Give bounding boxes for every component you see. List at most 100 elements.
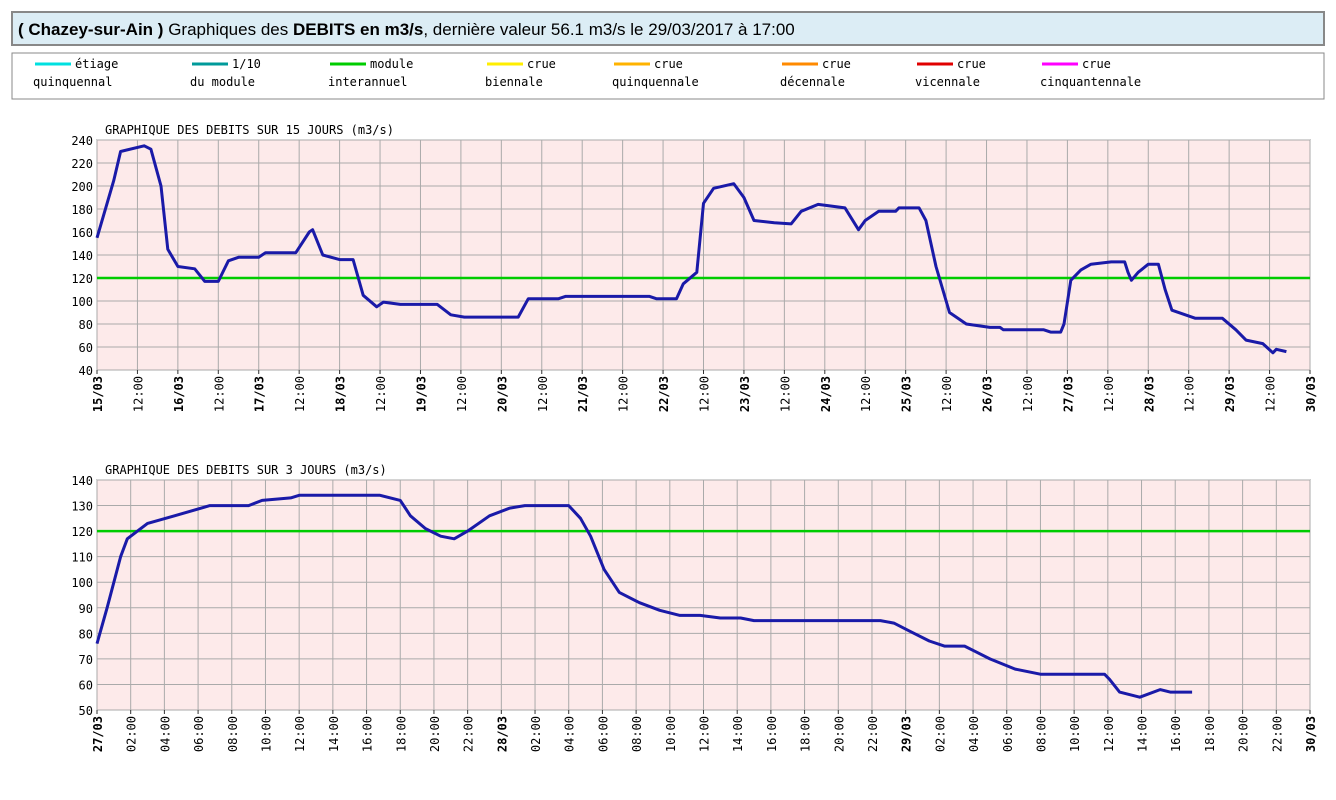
x-tick-label: 12:00	[1264, 376, 1278, 412]
x-tick-label: 12:00	[1183, 376, 1197, 412]
y-tick-label: 80	[79, 318, 93, 332]
y-tick-label: 120	[71, 272, 93, 286]
x-tick-label: 17/03	[253, 376, 267, 412]
y-tick-label: 140	[71, 474, 93, 488]
x-tick-label: 04:00	[967, 716, 981, 752]
x-tick-label: 14:00	[327, 716, 341, 752]
x-tick-label: 14:00	[1136, 716, 1150, 752]
x-tick-label: 12:00	[374, 376, 388, 412]
x-tick-label: 12:00	[617, 376, 631, 412]
x-tick-label: 16/03	[172, 376, 186, 412]
x-tick-label: 12:00	[212, 376, 226, 412]
legend-label: module	[370, 57, 413, 71]
x-tick-label: 08:00	[630, 716, 644, 752]
x-tick-label: 12:00	[698, 376, 712, 412]
legend-label: biennale	[485, 75, 543, 89]
x-tick-label: 30/03	[1304, 376, 1318, 412]
x-tick-label: 20:00	[1237, 716, 1251, 752]
x-tick-label: 21/03	[576, 376, 590, 412]
header-prefix: Graphiques des	[168, 20, 288, 39]
legend-box	[11, 52, 1325, 100]
x-tick-label: 30/03	[1304, 716, 1318, 752]
x-tick-label: 16:00	[1169, 716, 1183, 752]
x-tick-label: 02:00	[125, 716, 139, 752]
x-tick-label: 06:00	[596, 716, 610, 752]
x-tick-label: 20:00	[428, 716, 442, 752]
x-tick-label: 15/03	[91, 376, 105, 412]
x-tick-label: 29/03	[1223, 376, 1237, 412]
x-tick-label: 10:00	[259, 716, 273, 752]
x-tick-label: 18:00	[394, 716, 408, 752]
x-tick-label: 20:00	[832, 716, 846, 752]
x-tick-label: 10:00	[664, 716, 678, 752]
x-tick-label: 14:00	[731, 716, 745, 752]
legend-label: du module	[190, 75, 255, 89]
x-tick-label: 22:00	[1270, 716, 1284, 752]
legend-label: crue	[822, 57, 851, 71]
legend-label: interannuel	[328, 75, 407, 89]
x-tick-label: 28/03	[1142, 376, 1156, 412]
x-tick-label: 12:00	[455, 376, 469, 412]
x-tick-label: 12:00	[698, 716, 712, 752]
x-tick-label: 06:00	[1001, 716, 1015, 752]
x-tick-label: 29/03	[900, 716, 914, 752]
x-tick-label: 12:00	[1102, 376, 1116, 412]
x-tick-label: 27/03	[91, 716, 105, 752]
legend-label: quinquennale	[612, 75, 699, 89]
x-tick-label: 24/03	[819, 376, 833, 412]
legend-label: vicennale	[915, 75, 980, 89]
x-tick-label: 02:00	[529, 716, 543, 752]
x-tick-label: 22/03	[657, 376, 671, 412]
y-tick-label: 180	[71, 203, 93, 217]
x-tick-label: 06:00	[192, 716, 206, 752]
legend-label: crue	[654, 57, 683, 71]
x-tick-label: 12:00	[293, 716, 307, 752]
legend-label: étiage	[75, 57, 118, 71]
legend-label: cinquantennale	[1040, 75, 1141, 89]
x-tick-label: 08:00	[226, 716, 240, 752]
y-tick-label: 90	[79, 602, 93, 616]
x-tick-label: 18:00	[799, 716, 813, 752]
y-tick-label: 100	[71, 576, 93, 590]
x-tick-label: 28/03	[495, 716, 509, 752]
y-tick-label: 40	[79, 364, 93, 378]
y-tick-label: 80	[79, 627, 93, 641]
y-tick-label: 60	[79, 341, 93, 355]
x-tick-label: 12:00	[778, 376, 792, 412]
x-tick-label: 23/03	[738, 376, 752, 412]
x-tick-label: 04:00	[158, 716, 172, 752]
y-tick-label: 100	[71, 295, 93, 309]
x-tick-label: 12:00	[536, 376, 550, 412]
x-tick-label: 02:00	[933, 716, 947, 752]
x-tick-label: 12:00	[859, 376, 873, 412]
x-tick-label: 12:00	[131, 376, 145, 412]
legend-label: crue	[957, 57, 986, 71]
x-tick-label: 18/03	[334, 376, 348, 412]
header-text: ( Chazey-sur-Ain ) Graphiques des DEBITS…	[18, 20, 795, 39]
y-tick-label: 70	[79, 653, 93, 667]
header-emphasis: DEBITS en m3/s	[293, 20, 423, 39]
y-tick-label: 160	[71, 226, 93, 240]
x-tick-label: 22:00	[866, 716, 880, 752]
x-tick-label: 27/03	[1061, 376, 1075, 412]
y-tick-label: 220	[71, 157, 93, 171]
chart-title: GRAPHIQUE DES DEBITS SUR 15 JOURS (m3/s)	[105, 123, 394, 137]
y-tick-label: 240	[71, 134, 93, 148]
header-suffix: , dernière valeur 56.1 m3/s le 29/03/201…	[423, 20, 794, 39]
legend-label: 1/10	[232, 57, 261, 71]
chart-title: GRAPHIQUE DES DEBITS SUR 3 JOURS (m3/s)	[105, 463, 387, 477]
x-tick-label: 18:00	[1203, 716, 1217, 752]
x-tick-label: 04:00	[563, 716, 577, 752]
x-tick-label: 26/03	[981, 376, 995, 412]
x-tick-label: 25/03	[900, 376, 914, 412]
legend-label: décennale	[780, 75, 845, 89]
legend-label: quinquennal	[33, 75, 112, 89]
y-tick-label: 50	[79, 704, 93, 718]
x-tick-label: 22:00	[462, 716, 476, 752]
x-tick-label: 16:00	[765, 716, 779, 752]
x-tick-label: 12:00	[293, 376, 307, 412]
x-tick-label: 20/03	[495, 376, 509, 412]
y-tick-label: 120	[71, 525, 93, 539]
